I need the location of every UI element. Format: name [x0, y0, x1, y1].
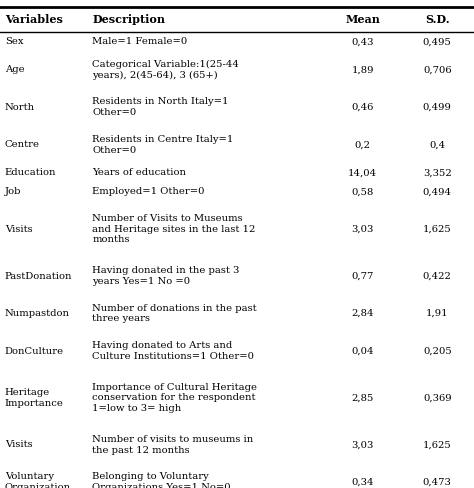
Text: Heritage
Importance: Heritage Importance [5, 388, 64, 408]
Text: 0,2: 0,2 [355, 141, 371, 149]
Text: Number of visits to museums in
the past 12 months: Number of visits to museums in the past … [92, 435, 254, 455]
Text: 0,473: 0,473 [423, 478, 452, 487]
Text: Residents in Centre Italy=1
Other=0: Residents in Centre Italy=1 Other=0 [92, 135, 234, 155]
Text: 3,352: 3,352 [423, 168, 452, 178]
Text: Job: Job [5, 187, 21, 196]
Text: Voluntary
Organization: Voluntary Organization [5, 472, 71, 488]
Text: 0,77: 0,77 [351, 271, 374, 281]
Text: 0,58: 0,58 [351, 187, 374, 196]
Text: 0,205: 0,205 [423, 346, 452, 356]
Text: Visits: Visits [5, 440, 32, 449]
Text: DonCulture: DonCulture [5, 346, 64, 356]
Text: 1,91: 1,91 [426, 309, 448, 318]
Text: 0,46: 0,46 [351, 103, 374, 112]
Text: Variables: Variables [5, 14, 63, 25]
Text: Belonging to Voluntary
Organizations Yes=1 No=0: Belonging to Voluntary Organizations Yes… [92, 472, 231, 488]
Text: 14,04: 14,04 [348, 168, 377, 178]
Text: Visits: Visits [5, 224, 32, 234]
Text: 3,03: 3,03 [351, 224, 374, 234]
Text: Years of education: Years of education [92, 168, 186, 178]
Text: Employed=1 Other=0: Employed=1 Other=0 [92, 187, 205, 196]
Text: Sex: Sex [5, 37, 23, 46]
Text: Education: Education [5, 168, 56, 178]
Text: 0,706: 0,706 [423, 65, 452, 74]
Text: North: North [5, 103, 35, 112]
Text: 1,89: 1,89 [351, 65, 374, 74]
Text: 1,625: 1,625 [423, 440, 452, 449]
Text: Having donated to Arts and
Culture Institutions=1 Other=0: Having donated to Arts and Culture Insti… [92, 341, 255, 361]
Text: Description: Description [92, 14, 165, 25]
Text: 0,495: 0,495 [423, 37, 452, 46]
Text: 2,85: 2,85 [351, 393, 374, 403]
Text: Having donated in the past 3
years Yes=1 No =0: Having donated in the past 3 years Yes=1… [92, 266, 240, 286]
Text: 0,499: 0,499 [423, 103, 452, 112]
Text: 0,34: 0,34 [351, 478, 374, 487]
Text: Age: Age [5, 65, 24, 74]
Text: Male=1 Female=0: Male=1 Female=0 [92, 37, 188, 46]
Text: Residents in North Italy=1
Other=0: Residents in North Italy=1 Other=0 [92, 98, 229, 117]
Text: Number of Visits to Museums
and Heritage sites in the last 12
months: Number of Visits to Museums and Heritage… [92, 214, 256, 244]
Text: Number of donations in the past
three years: Number of donations in the past three ye… [92, 304, 257, 324]
Text: 0,494: 0,494 [423, 187, 452, 196]
Text: 0,04: 0,04 [351, 346, 374, 356]
Text: Importance of Cultural Heritage
conservation for the respondent
1=low to 3= high: Importance of Cultural Heritage conserva… [92, 383, 257, 413]
Text: Numpastdon: Numpastdon [5, 309, 70, 318]
Text: 0,369: 0,369 [423, 393, 452, 403]
Text: Categorical Variable:1(25-44
years), 2(45-64), 3 (65+): Categorical Variable:1(25-44 years), 2(4… [92, 60, 239, 80]
Text: Mean: Mean [345, 14, 380, 25]
Text: 0,4: 0,4 [429, 141, 446, 149]
Text: 3,03: 3,03 [351, 440, 374, 449]
Text: 0,422: 0,422 [423, 271, 452, 281]
Text: Centre: Centre [5, 141, 40, 149]
Text: 0,43: 0,43 [351, 37, 374, 46]
Text: PastDonation: PastDonation [5, 271, 72, 281]
Text: 1,625: 1,625 [423, 224, 452, 234]
Text: S.D.: S.D. [425, 14, 449, 25]
Text: 2,84: 2,84 [351, 309, 374, 318]
